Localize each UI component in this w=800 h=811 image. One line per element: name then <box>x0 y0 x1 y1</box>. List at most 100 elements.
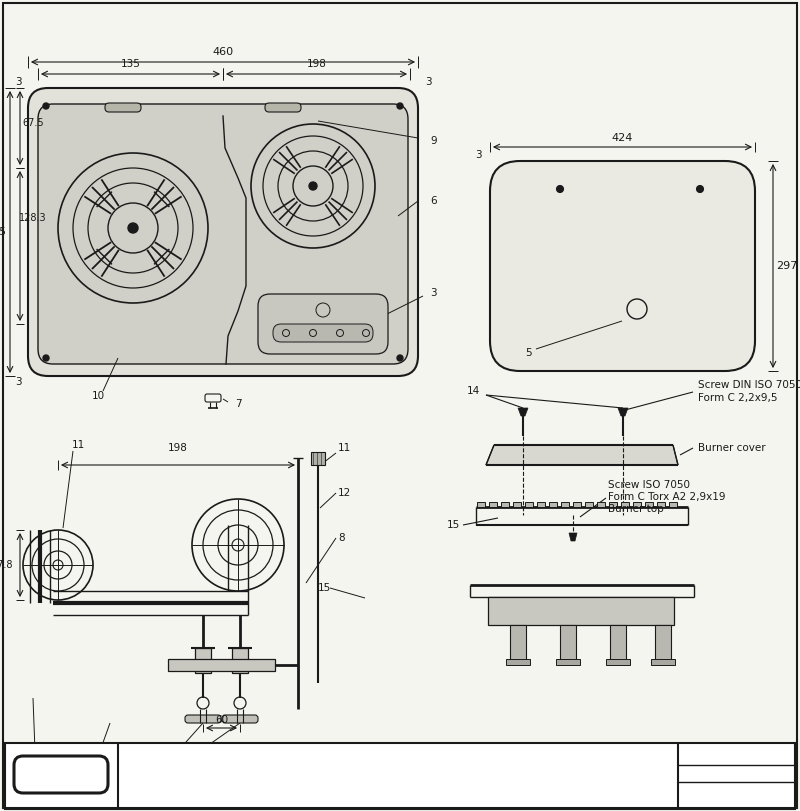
Bar <box>609 502 617 507</box>
Polygon shape <box>518 408 528 416</box>
Bar <box>168 659 275 671</box>
Text: Form C Torx A2 2,9x19: Form C Torx A2 2,9x19 <box>608 492 726 502</box>
Text: 67.5: 67.5 <box>22 118 44 128</box>
FancyBboxPatch shape <box>105 103 141 112</box>
Text: Form C 2,2x9,5: Form C 2,2x9,5 <box>698 393 778 403</box>
Text: CRAMER: CRAMER <box>22 765 100 783</box>
Text: 3: 3 <box>14 377 22 387</box>
Text: Screw DIN ISO 7050: Screw DIN ISO 7050 <box>698 380 800 390</box>
Bar <box>549 502 557 507</box>
Circle shape <box>397 355 403 361</box>
FancyBboxPatch shape <box>273 324 373 342</box>
Text: 198: 198 <box>306 59 326 69</box>
Text: Ersatzteilliste/Spare Parts List/Liste de Pieces de Rechange: Ersatzteilliste/Spare Parts List/Liste d… <box>245 747 551 757</box>
Bar <box>195 648 211 673</box>
Circle shape <box>43 103 49 109</box>
Bar <box>501 502 509 507</box>
Circle shape <box>128 223 138 233</box>
Text: 67.8: 67.8 <box>0 560 13 570</box>
Text: 14: 14 <box>466 386 480 396</box>
Text: 198: 198 <box>168 443 188 453</box>
Text: 1: 1 <box>192 750 198 760</box>
Bar <box>560 625 576 660</box>
Text: 11: 11 <box>338 443 351 453</box>
Circle shape <box>397 103 403 109</box>
Text: 1(2): 1(2) <box>723 776 746 786</box>
Bar <box>488 597 674 625</box>
Circle shape <box>557 186 563 192</box>
Text: 135: 135 <box>121 59 141 69</box>
Text: 7: 7 <box>235 399 242 409</box>
Text: 08.08.2006: 08.08.2006 <box>703 791 767 801</box>
Bar <box>537 502 545 507</box>
Bar <box>651 659 675 665</box>
Bar <box>585 502 593 507</box>
FancyBboxPatch shape <box>185 715 221 723</box>
Text: 47662: 47662 <box>701 759 769 779</box>
Text: 9: 9 <box>430 136 437 146</box>
Bar <box>232 648 248 673</box>
Bar <box>573 502 581 507</box>
Text: 424: 424 <box>612 133 633 143</box>
Polygon shape <box>618 408 628 416</box>
Text: 10: 10 <box>91 391 105 401</box>
Bar <box>489 502 497 507</box>
FancyBboxPatch shape <box>205 394 221 402</box>
FancyBboxPatch shape <box>14 756 108 793</box>
Bar <box>597 502 605 507</box>
Text: (fuer Industrie / for OEM / paur Industrie): (fuer Industrie / for OEM / paur Industr… <box>306 792 490 801</box>
Text: 12: 12 <box>338 488 351 498</box>
Text: 60: 60 <box>215 715 228 725</box>
Text: Screw ISO 7050: Screw ISO 7050 <box>608 480 690 490</box>
Bar <box>525 502 533 507</box>
Text: Drawing No:: Drawing No: <box>705 747 765 757</box>
Bar <box>506 659 530 665</box>
Text: 5: 5 <box>525 348 531 358</box>
Bar <box>606 659 630 665</box>
FancyBboxPatch shape <box>490 161 755 371</box>
Bar <box>5 743 795 809</box>
Bar <box>621 502 629 507</box>
Bar <box>561 502 569 507</box>
Polygon shape <box>569 533 577 541</box>
Text: 13: 13 <box>22 750 34 760</box>
Circle shape <box>309 182 317 190</box>
Text: 128.3: 128.3 <box>19 213 47 223</box>
Text: 8: 8 <box>338 533 345 543</box>
FancyBboxPatch shape <box>265 103 301 112</box>
Text: 11: 11 <box>71 440 85 450</box>
Bar <box>477 502 485 507</box>
Circle shape <box>43 355 49 361</box>
FancyBboxPatch shape <box>28 88 418 376</box>
Text: 3: 3 <box>474 150 482 160</box>
Bar <box>645 502 653 507</box>
Bar <box>610 625 626 660</box>
Text: Burner top: Burner top <box>608 504 664 514</box>
Text: 15: 15 <box>318 583 331 593</box>
Bar <box>513 502 521 507</box>
FancyBboxPatch shape <box>258 294 388 354</box>
Polygon shape <box>486 445 678 465</box>
Bar <box>669 502 677 507</box>
Text: CE99-2 fl Kochmulde /2 Burner Cooktop /Rechaud 2 feux: CE99-2 fl Kochmulde /2 Burner Cooktop /R… <box>260 758 536 768</box>
Text: 335: 335 <box>0 227 6 237</box>
Text: Burner cover: Burner cover <box>698 443 766 453</box>
Text: Art.Nr.: 1066037 - 30 mbar: Art.Nr.: 1066037 - 30 mbar <box>337 782 459 791</box>
Text: 2: 2 <box>166 750 174 760</box>
Text: 3: 3 <box>14 77 22 87</box>
Text: 3: 3 <box>430 288 437 298</box>
Text: 6: 6 <box>430 196 437 206</box>
Text: 15: 15 <box>446 520 460 530</box>
Bar <box>633 502 641 507</box>
Text: 11: 11 <box>88 750 102 760</box>
Bar <box>311 452 325 465</box>
Bar <box>655 625 671 660</box>
Text: 297: 297 <box>776 261 798 271</box>
Bar <box>657 502 665 507</box>
Text: Edelstahl / Stainless Steel / Inox: Edelstahl / Stainless Steel / Inox <box>326 770 470 779</box>
Bar <box>510 625 526 660</box>
Bar <box>556 659 580 665</box>
Text: 3: 3 <box>425 77 431 87</box>
FancyBboxPatch shape <box>222 715 258 723</box>
Text: 460: 460 <box>213 47 234 57</box>
